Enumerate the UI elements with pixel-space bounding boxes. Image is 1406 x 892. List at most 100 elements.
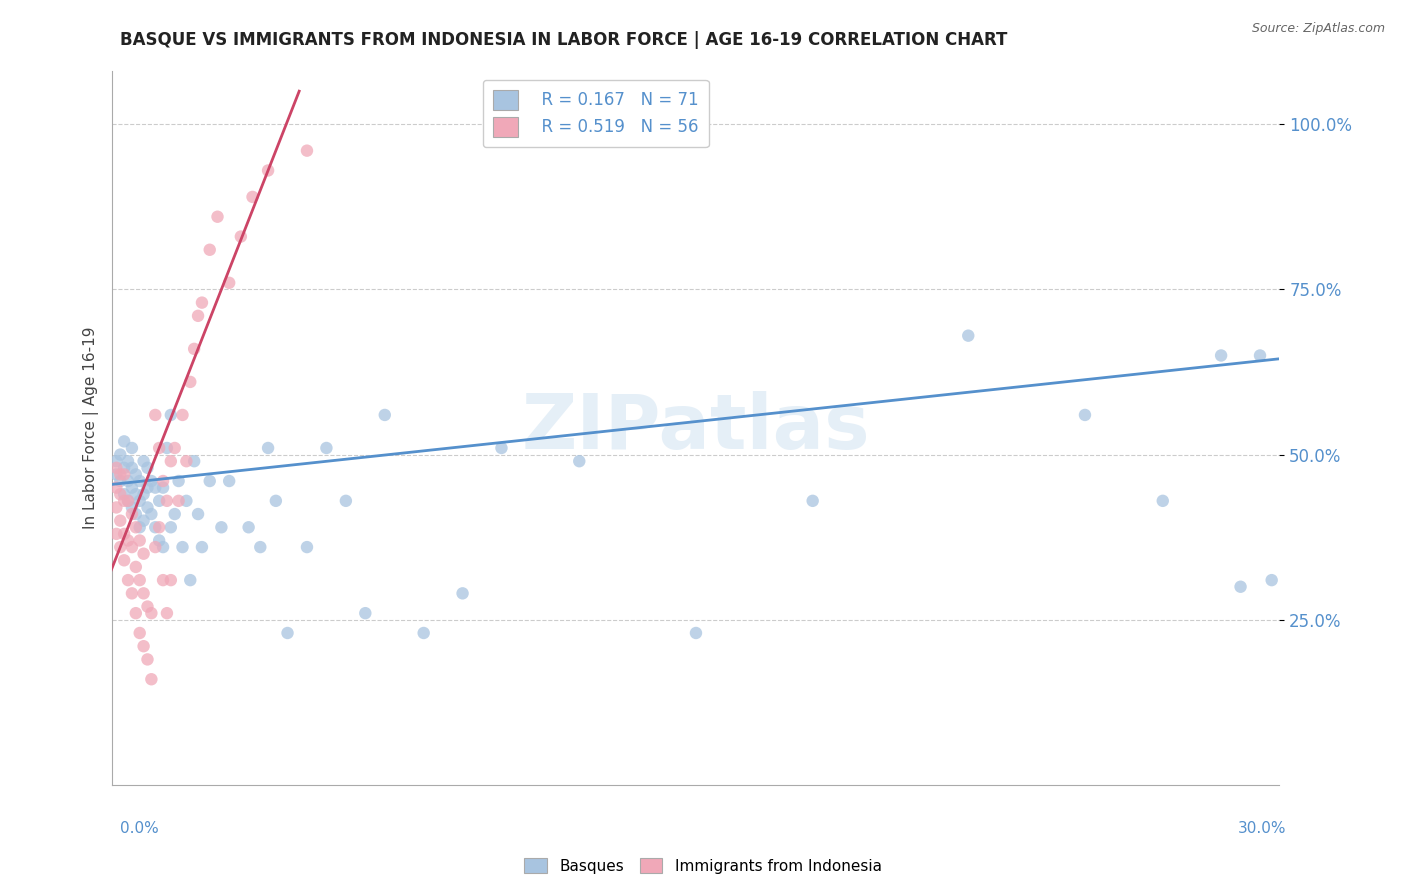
Point bbox=[143, 540, 166, 554]
Point bbox=[148, 520, 170, 534]
Point bbox=[125, 507, 148, 521]
Point bbox=[141, 507, 163, 521]
Point bbox=[141, 606, 163, 620]
Point bbox=[156, 606, 179, 620]
Point bbox=[163, 441, 186, 455]
Point bbox=[141, 672, 163, 686]
Point bbox=[451, 586, 474, 600]
Point bbox=[1074, 408, 1097, 422]
Point bbox=[105, 454, 128, 468]
Point bbox=[1260, 573, 1282, 587]
Point bbox=[128, 626, 150, 640]
Legend: Basques, Immigrants from Indonesia: Basques, Immigrants from Indonesia bbox=[519, 852, 887, 880]
Point bbox=[354, 606, 377, 620]
Point bbox=[112, 493, 135, 508]
Point bbox=[1152, 493, 1174, 508]
Point bbox=[257, 441, 280, 455]
Point bbox=[105, 527, 128, 541]
Point bbox=[179, 573, 201, 587]
Point bbox=[125, 606, 148, 620]
Point bbox=[152, 540, 174, 554]
Point bbox=[183, 342, 205, 356]
Point bbox=[128, 493, 150, 508]
Point bbox=[148, 533, 170, 548]
Point bbox=[198, 243, 221, 257]
Point bbox=[110, 487, 132, 501]
Point bbox=[957, 328, 980, 343]
Point bbox=[110, 514, 132, 528]
Point bbox=[568, 454, 591, 468]
Point bbox=[110, 540, 132, 554]
Point bbox=[163, 507, 186, 521]
Point bbox=[110, 474, 132, 488]
Point bbox=[128, 474, 150, 488]
Point bbox=[132, 487, 155, 501]
Point bbox=[136, 460, 159, 475]
Point bbox=[125, 560, 148, 574]
Point bbox=[112, 434, 135, 449]
Point bbox=[801, 493, 824, 508]
Point bbox=[121, 507, 143, 521]
Point bbox=[412, 626, 434, 640]
Point bbox=[335, 493, 357, 508]
Point bbox=[167, 493, 190, 508]
Point bbox=[112, 460, 135, 475]
Point bbox=[148, 493, 170, 508]
Legend:   R = 0.167   N = 71,   R = 0.519   N = 56: R = 0.167 N = 71, R = 0.519 N = 56 bbox=[482, 79, 709, 147]
Point bbox=[141, 474, 163, 488]
Point bbox=[160, 573, 183, 587]
Point bbox=[491, 441, 513, 455]
Point bbox=[117, 493, 139, 508]
Point bbox=[110, 467, 132, 482]
Point bbox=[148, 441, 170, 455]
Point bbox=[132, 514, 155, 528]
Point bbox=[179, 375, 201, 389]
Point bbox=[121, 540, 143, 554]
Text: 0.0%: 0.0% bbox=[120, 821, 159, 836]
Point bbox=[128, 520, 150, 534]
Point bbox=[117, 573, 139, 587]
Point bbox=[121, 460, 143, 475]
Point bbox=[229, 229, 252, 244]
Point bbox=[238, 520, 260, 534]
Point bbox=[160, 408, 183, 422]
Point bbox=[218, 474, 240, 488]
Point bbox=[152, 481, 174, 495]
Point bbox=[156, 441, 179, 455]
Point bbox=[172, 540, 194, 554]
Point bbox=[156, 493, 179, 508]
Point bbox=[112, 487, 135, 501]
Point bbox=[136, 481, 159, 495]
Point bbox=[105, 460, 128, 475]
Point bbox=[121, 441, 143, 455]
Point bbox=[249, 540, 271, 554]
Point bbox=[1209, 349, 1232, 363]
Point bbox=[257, 163, 280, 178]
Point bbox=[191, 540, 214, 554]
Point bbox=[264, 493, 287, 508]
Point bbox=[128, 573, 150, 587]
Point bbox=[136, 599, 159, 614]
Point bbox=[125, 467, 148, 482]
Y-axis label: In Labor Force | Age 16-19: In Labor Force | Age 16-19 bbox=[83, 326, 98, 530]
Point bbox=[143, 408, 166, 422]
Point bbox=[315, 441, 337, 455]
Point bbox=[1249, 349, 1271, 363]
Point bbox=[143, 481, 166, 495]
Point bbox=[152, 573, 174, 587]
Point bbox=[117, 493, 139, 508]
Point bbox=[125, 520, 148, 534]
Point bbox=[128, 533, 150, 548]
Point bbox=[132, 454, 155, 468]
Text: 30.0%: 30.0% bbox=[1239, 821, 1286, 836]
Point bbox=[105, 481, 128, 495]
Point bbox=[242, 190, 264, 204]
Point bbox=[121, 481, 143, 495]
Point bbox=[183, 454, 205, 468]
Point bbox=[160, 520, 183, 534]
Point bbox=[176, 454, 198, 468]
Point bbox=[143, 520, 166, 534]
Text: BASQUE VS IMMIGRANTS FROM INDONESIA IN LABOR FORCE | AGE 16-19 CORRELATION CHART: BASQUE VS IMMIGRANTS FROM INDONESIA IN L… bbox=[120, 31, 1007, 49]
Point bbox=[117, 474, 139, 488]
Point bbox=[125, 487, 148, 501]
